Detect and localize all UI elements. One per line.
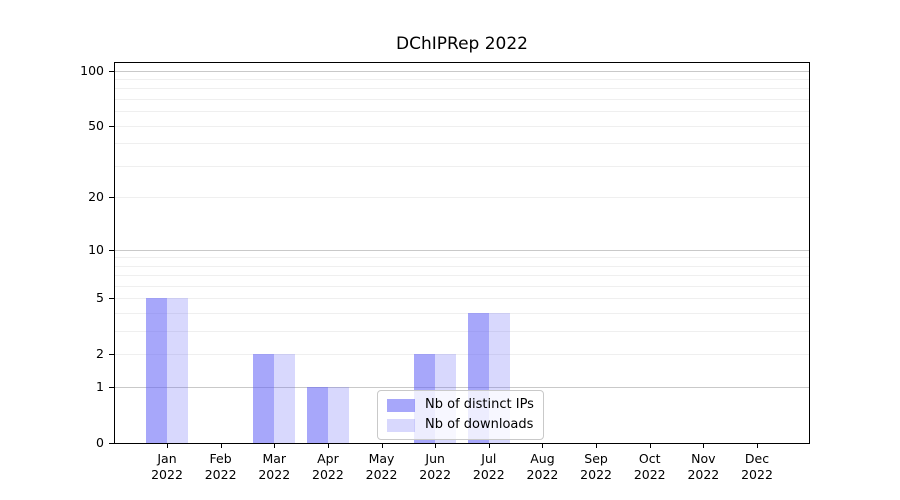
x-tick-label-mar: Mar 2022: [258, 451, 291, 482]
y-tick-mark: [109, 197, 114, 199]
x-tick-mark: [703, 444, 705, 448]
legend: Nb of distinct IPs Nb of downloads: [377, 390, 544, 440]
bar-nb-of-distinct-ips-apr: [306, 387, 328, 443]
x-tick-mark: [274, 444, 276, 448]
x-tick-label-feb: Feb 2022: [204, 451, 237, 482]
y-tick-label: 100: [80, 62, 104, 78]
y-tick-label: 50: [88, 117, 104, 133]
y-tick-mark: [109, 354, 114, 356]
gridline-minor: [115, 298, 809, 300]
legend-label-downloads: Nb of downloads: [425, 417, 534, 432]
gridline-minor: [115, 111, 809, 113]
bar-nb-of-distinct-ips-jan: [146, 298, 167, 443]
x-tick-mark: [327, 444, 329, 448]
legend-item-distinct-ips: Nb of distinct IPs: [387, 397, 534, 413]
y-tick-label: 0: [96, 435, 104, 450]
gridline-minor: [115, 285, 809, 287]
gridline-minor: [115, 354, 809, 356]
y-tick-mark: [109, 298, 114, 300]
x-tick-label-nov: Nov 2022: [687, 451, 720, 482]
bar-nb-of-downloads-mar: [274, 354, 296, 443]
legend-item-downloads: Nb of downloads: [387, 417, 534, 433]
legend-swatch-downloads: [387, 418, 415, 432]
x-tick-mark: [757, 444, 758, 448]
gridline-minor: [115, 125, 809, 127]
y-tick-mark: [109, 249, 114, 251]
x-tick-label-oct: Oct 2022: [633, 451, 666, 482]
gridline-minor: [115, 313, 809, 315]
gridline-minor: [115, 99, 809, 101]
gridline-major: [115, 70, 809, 72]
y-tick-mark: [109, 125, 114, 127]
bar-nb-of-downloads-jan: [167, 298, 188, 443]
x-tick-mark: [596, 444, 598, 448]
gridline-minor: [115, 265, 809, 267]
gridline-minor: [115, 88, 809, 90]
legend-swatch-distinct-ips: [387, 398, 415, 412]
x-tick-label-jul: Jul 2022: [472, 451, 505, 482]
y-tick-label: 10: [88, 241, 104, 257]
x-tick-mark: [167, 444, 168, 448]
x-tick-mark: [542, 444, 544, 448]
y-tick-label: 5: [96, 290, 104, 306]
x-tick-mark: [381, 444, 383, 448]
gridline-minor: [115, 79, 809, 81]
x-tick-label-sep: Sep 2022: [580, 451, 612, 482]
x-tick-mark: [649, 444, 651, 448]
gridline-minor: [115, 331, 809, 333]
y-tick-mark: [109, 443, 114, 444]
gridline-minor: [115, 165, 809, 167]
y-tick-mark: [109, 387, 114, 389]
y-tick-mark: [109, 70, 114, 72]
legend-label-distinct-ips: Nb of distinct IPs: [425, 397, 534, 412]
gridline-major: [115, 249, 809, 251]
gridline-minor: [115, 143, 809, 145]
chart-title: DChIPRep 2022: [396, 34, 528, 54]
gridline-major: [115, 387, 809, 389]
x-tick-label-aug: Aug 2022: [526, 451, 559, 482]
y-tick-label: 1: [96, 379, 104, 395]
x-tick-label-jun: Jun 2022: [419, 451, 452, 482]
x-tick-label-jan: Jan 2022: [151, 451, 183, 482]
x-tick-label-dec: Dec 2022: [741, 451, 773, 482]
bar-nb-of-downloads-apr: [327, 387, 349, 443]
x-tick-mark: [220, 444, 222, 448]
y-tick-label: 2: [96, 346, 104, 362]
gridline-minor: [115, 275, 809, 277]
plot-area: Nb of distinct IPs Nb of downloads: [114, 62, 810, 444]
y-tick-label: 20: [88, 189, 104, 205]
x-tick-mark: [488, 444, 490, 448]
x-tick-label-may: May 2022: [365, 451, 398, 482]
bar-nb-of-distinct-ips-mar: [253, 354, 275, 443]
x-tick-label-apr: Apr 2022: [312, 451, 344, 482]
x-tick-mark: [435, 444, 437, 448]
gridline-minor: [115, 257, 809, 259]
gridline-minor: [115, 197, 809, 199]
